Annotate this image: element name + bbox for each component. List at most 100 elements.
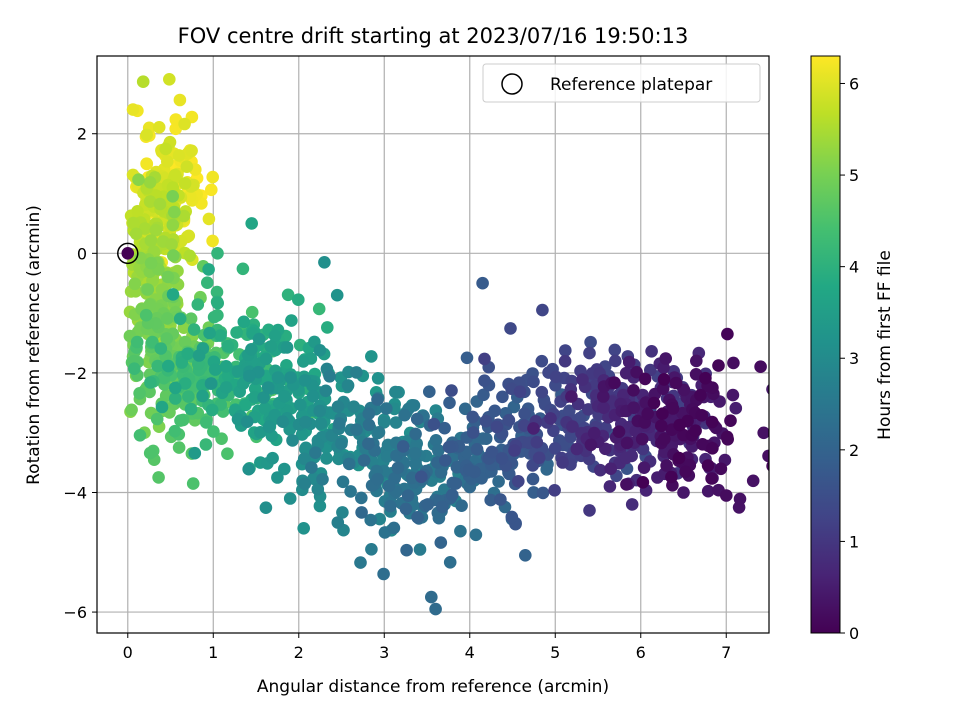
scatter-point [726, 388, 740, 402]
scatter-point [196, 389, 209, 403]
scatter-point [429, 602, 442, 616]
scatter-point [180, 160, 194, 173]
scatter-point [131, 205, 144, 218]
scatter-point [445, 384, 458, 397]
scatter-point [178, 177, 192, 190]
scatter-point [236, 262, 250, 276]
scatter-point [645, 345, 658, 358]
scatter-point [336, 475, 350, 489]
scatter-point [286, 434, 299, 447]
scatter-point [188, 446, 202, 460]
scatter-point [242, 462, 255, 476]
scatter-point [206, 234, 219, 248]
scatter-point [705, 415, 719, 429]
y-axis-ticks: −6 −4 −2 0 2 [63, 125, 97, 622]
scatter-point [656, 382, 670, 396]
scatter-point [344, 485, 357, 498]
scatter-point [143, 298, 157, 312]
scatter-point [323, 370, 336, 383]
scatter-point [627, 384, 640, 397]
scatter-point [377, 567, 390, 581]
scatter-point [350, 423, 363, 436]
scatter-point [527, 375, 540, 389]
scatter-point [478, 374, 491, 388]
scatter-point [341, 379, 355, 392]
scatter-point [535, 385, 549, 399]
scatter-point [284, 371, 297, 384]
legend-marker-reference-platepar [501, 73, 523, 95]
scatter-point [409, 457, 422, 470]
scatter-point [627, 401, 640, 415]
legend: Reference platepar [482, 63, 761, 103]
scatter-point [266, 451, 279, 465]
scatter-point [258, 402, 272, 415]
y-tick-label: 2 [77, 125, 87, 144]
scatter-point [153, 197, 167, 211]
scatter-point [168, 168, 182, 182]
scatter-point [476, 276, 489, 290]
scatter-point [257, 391, 270, 404]
scatter-point [144, 234, 158, 247]
scatter-point [505, 510, 519, 524]
scatter-point [354, 556, 367, 569]
scatter-point [298, 477, 312, 491]
scatter-point [181, 347, 194, 361]
scatter-point [313, 404, 327, 418]
scatter-point [690, 354, 703, 368]
scatter-point [657, 373, 671, 386]
scatter-point [570, 442, 584, 456]
scatter-point [199, 416, 213, 429]
scatter-point [207, 425, 220, 438]
scatter-point [151, 359, 164, 373]
scatter-point [167, 249, 180, 262]
scatter-point [178, 117, 191, 131]
scatter-point [331, 400, 345, 414]
scatter-point [496, 390, 509, 404]
scatter-point [178, 335, 192, 349]
scatter-point [163, 73, 176, 86]
scatter-point [466, 426, 480, 439]
scatter-point [594, 463, 607, 477]
scatter-point [530, 435, 544, 449]
scatter-point [231, 365, 245, 378]
scatter-point [532, 451, 546, 465]
scatter-point [191, 298, 205, 311]
colorbar-tick-label: 1 [849, 532, 859, 551]
scatter-point [186, 477, 200, 490]
colorbar-tick-label: 4 [849, 258, 859, 277]
scatter-point [548, 442, 562, 455]
scatter-point [380, 402, 393, 415]
scatter-point [401, 489, 415, 503]
scatter-point [556, 456, 569, 469]
scatter-point [512, 475, 525, 488]
scatter-point [281, 288, 295, 302]
scatter-point [355, 506, 368, 519]
scatter-point [161, 312, 174, 325]
colorbar-ticks: 0 1 2 3 4 5 6 [840, 74, 859, 643]
scatter-point [133, 387, 146, 400]
colorbar: 0 1 2 3 4 5 6 Hours from first FF file [810, 55, 895, 643]
scatter-point [161, 270, 175, 284]
scatter-point [330, 288, 344, 302]
scatter-point [620, 478, 633, 491]
scatter-point [587, 426, 601, 440]
scatter-point [584, 335, 597, 349]
scatter-point [409, 427, 422, 441]
scatter-point [136, 75, 150, 88]
scatter-point [271, 371, 285, 384]
scatter-point [318, 255, 331, 269]
scatter-point [672, 451, 686, 465]
scatter-point [237, 315, 251, 329]
scatter-point [299, 415, 312, 429]
scatter-point [635, 432, 649, 446]
scatter-point [656, 407, 669, 421]
x-axis-label: Angular distance from reference (arcmin) [257, 677, 609, 697]
scatter-point [689, 424, 702, 438]
scatter-point [583, 504, 596, 517]
scatter-point [608, 376, 621, 390]
scatter-point [149, 223, 163, 237]
scatter-point [396, 440, 410, 453]
y-tick-label: −6 [63, 603, 87, 622]
scatter-point [720, 430, 734, 444]
scatter-point [297, 355, 310, 368]
